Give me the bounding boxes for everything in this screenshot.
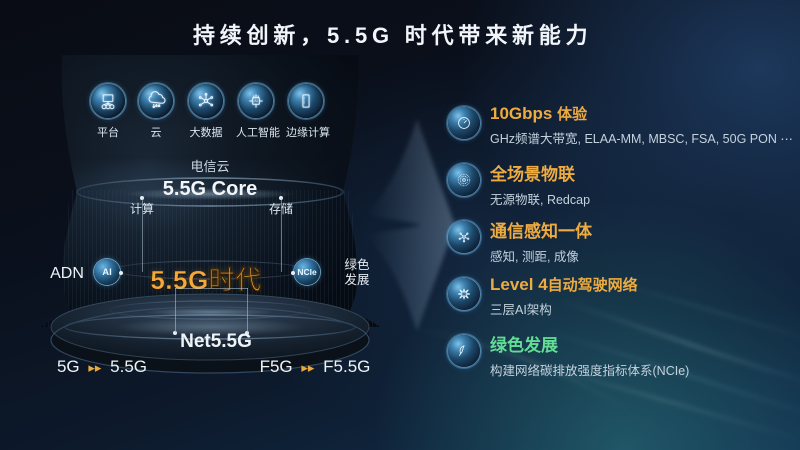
svg-text:AI: AI (254, 99, 257, 103)
